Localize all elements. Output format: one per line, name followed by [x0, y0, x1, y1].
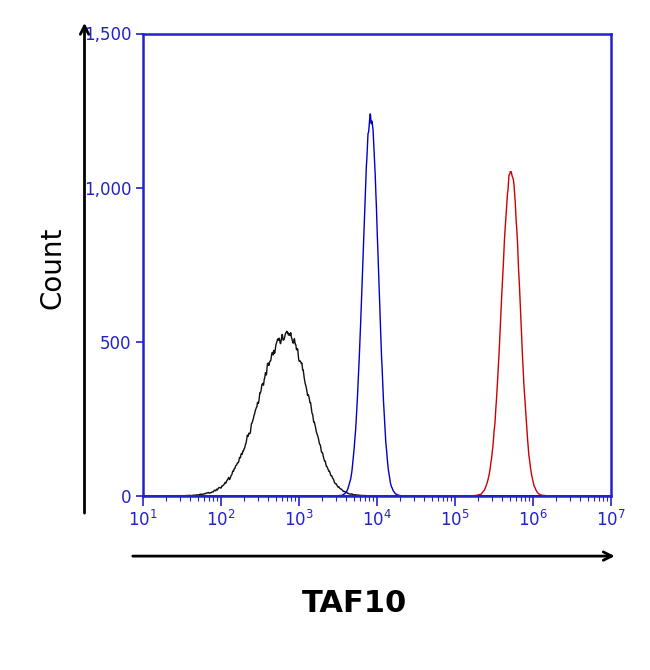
Text: TAF10: TAF10	[302, 588, 407, 618]
Text: Count: Count	[38, 227, 66, 309]
